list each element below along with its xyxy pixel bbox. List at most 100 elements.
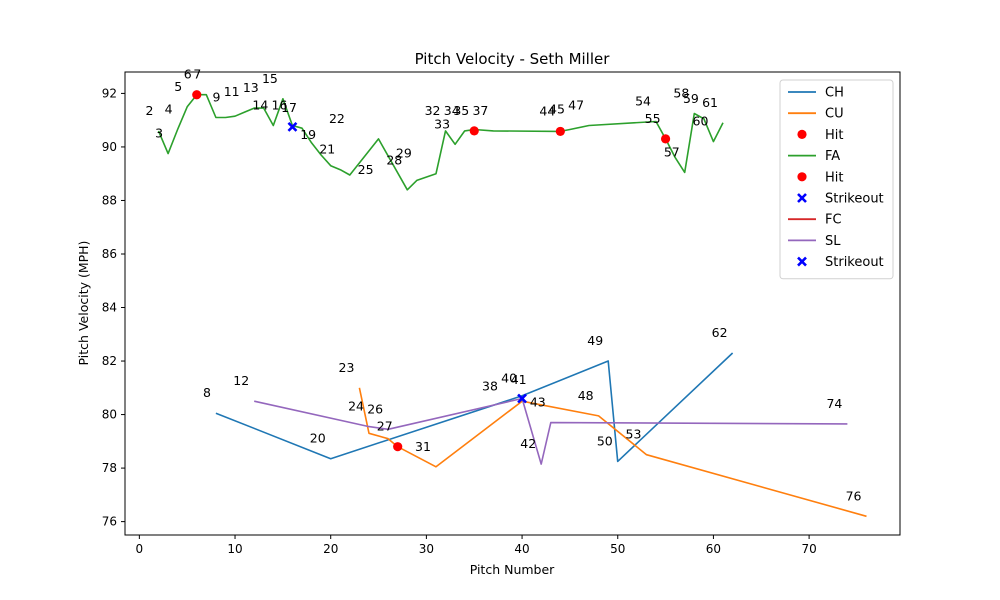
pitch-number-label: 31: [415, 439, 431, 454]
pitch-number-label: 47: [568, 98, 584, 113]
pitch-number-label: 4: [165, 102, 173, 117]
y-tick-label: 80: [102, 408, 117, 422]
hit-marker: [469, 126, 479, 136]
pitch-number-label: 44: [539, 103, 555, 118]
pitch-number-label: 23: [339, 360, 355, 375]
legend-hit-swatch: [797, 129, 807, 139]
legend-hit-swatch: [797, 172, 807, 182]
pitch-number-label: 74: [826, 396, 842, 411]
y-tick-label: 86: [102, 247, 117, 261]
x-tick-label: 20: [323, 542, 338, 556]
legend-item: FC: [788, 213, 842, 228]
y-tick-label: 90: [102, 140, 117, 154]
series-line-ch: [215, 352, 734, 463]
strikeout-marker: [287, 121, 298, 132]
pitch-number-label: 32: [425, 103, 441, 118]
pitch-number-label: 41: [511, 372, 527, 387]
y-tick-label: 84: [102, 301, 117, 315]
y-tick-label: 92: [102, 86, 117, 100]
pitch-number-label: 27: [377, 419, 393, 434]
pitch-number-label: 21: [319, 142, 335, 157]
legend-item: CU: [788, 107, 844, 122]
x-tick-label: 60: [706, 542, 721, 556]
pitch-number-label: 28: [386, 152, 402, 167]
pitch-number-label: 49: [587, 333, 603, 348]
y-tick-label: 88: [102, 193, 117, 207]
hit-marker: [393, 442, 403, 452]
legend-label: Hit: [825, 128, 843, 143]
pitch-number-label: 12: [233, 373, 249, 388]
pitch-number-label: 48: [578, 388, 594, 403]
pitch-number-label: 38: [482, 379, 498, 394]
pitch-number-label: 16: [272, 98, 288, 113]
pitch-number-label: 53: [626, 427, 642, 442]
pitch-number-label: 14: [252, 98, 268, 113]
hit-marker: [555, 126, 565, 137]
series-line-cu: [358, 387, 867, 518]
x-tick-label: 70: [801, 542, 816, 556]
legend-box: [779, 79, 894, 280]
legend-label: FC: [825, 213, 842, 228]
pitch-number-label: 62: [712, 325, 728, 340]
x-tick-label: 40: [514, 542, 529, 556]
pitch-number-label: 7: [193, 67, 201, 82]
pitch-number-label: 40: [501, 371, 517, 386]
y-tick-label: 76: [102, 515, 117, 529]
pitch-number-label: 9: [213, 89, 221, 104]
pitch-number-label: 76: [846, 488, 862, 503]
legend-item: SL: [788, 234, 841, 249]
legend-label: SL: [825, 234, 841, 249]
pitch-number-label: 50: [597, 433, 613, 448]
legend-label: CH: [825, 86, 844, 101]
x-tick-label: 10: [227, 542, 242, 556]
y-tick-label: 78: [102, 461, 117, 475]
pitch-number-label: 58: [673, 85, 689, 100]
legend-label: Strikeout: [825, 192, 884, 207]
pitch-number-label: 3: [155, 126, 163, 141]
legend-item: Strikeout: [797, 192, 884, 207]
pitch-number-label: 26: [367, 401, 383, 416]
legend-label: FA: [825, 149, 840, 164]
strikeout-marker: [517, 393, 527, 404]
pitch-number-label: 17: [281, 100, 297, 115]
pitch-number-label: 29: [396, 146, 412, 161]
legend-label: Strikeout: [825, 255, 884, 270]
legend-label: CU: [825, 107, 844, 122]
pitch-number-label: 2: [146, 103, 154, 118]
pitch-number-label: 59: [683, 91, 699, 106]
hit-marker: [660, 134, 671, 144]
pitch-number-label: 45: [549, 102, 565, 117]
pitch-number-label: 34: [444, 103, 460, 118]
series-line-fa: [157, 93, 724, 191]
pitch-number-label: 55: [645, 111, 661, 126]
pitch-number-label: 5: [174, 79, 182, 94]
pitch-number-label: 25: [358, 162, 374, 177]
hit-marker: [192, 90, 202, 100]
pitch-number-label: 6: [184, 67, 192, 82]
pitch-number-label: 22: [329, 111, 345, 126]
pitch-number-label: 15: [262, 71, 278, 86]
legend-label: Hit: [825, 170, 843, 185]
legend-item: Hit: [797, 128, 843, 143]
legend-strikeout-swatch: [797, 193, 807, 203]
legend-item: CH: [788, 86, 844, 101]
pitch-number-label: 42: [520, 436, 536, 451]
pitch-number-label: 20: [310, 431, 326, 446]
strikeout-marker-stroke: [287, 121, 298, 132]
legend-item: FA: [788, 149, 840, 164]
x-axis-label: Pitch Number: [470, 562, 555, 577]
legend-item: Strikeout: [797, 255, 884, 270]
pitch-number-label: 43: [530, 395, 546, 410]
y-tick-label: 82: [102, 354, 117, 368]
legend: CH CU Hit FA Hit Strikeout FC SL Strikeout: [779, 79, 894, 280]
chart-title: Pitch Velocity - Seth Miller: [415, 50, 611, 68]
pitch-number-label: 24: [348, 399, 364, 414]
pitch-number-label: 19: [300, 127, 316, 142]
pitch-number-label: 60: [693, 114, 709, 129]
pitch-number-label: 13: [243, 80, 259, 95]
legend-strikeout-swatch: [797, 256, 807, 267]
plot-area: [157, 90, 867, 518]
